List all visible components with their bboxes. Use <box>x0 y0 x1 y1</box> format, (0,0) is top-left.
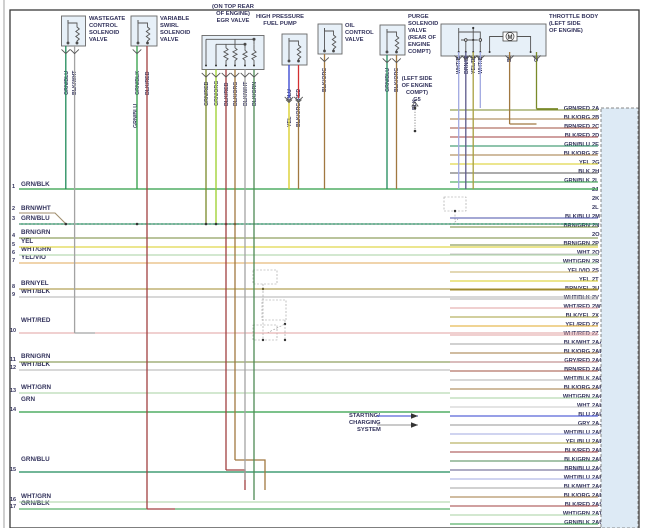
svg-text:OF ENGINE): OF ENGINE) <box>216 11 250 17</box>
svg-text:HIGH PRESSURE: HIGH PRESSURE <box>256 14 304 20</box>
svg-text:WASTEGATE: WASTEGATE <box>89 16 125 22</box>
svg-text:SOLENOID: SOLENOID <box>160 30 190 36</box>
svg-text:CONTROL: CONTROL <box>345 30 374 36</box>
svg-text:(ON TOP REAR: (ON TOP REAR <box>212 4 255 10</box>
svg-text:FUEL PUMP: FUEL PUMP <box>263 21 297 27</box>
svg-text:THROTTLE BODY: THROTTLE BODY <box>549 14 598 20</box>
svg-text:OIL: OIL <box>345 23 355 29</box>
svg-text:OF ENGINE): OF ENGINE) <box>549 28 583 34</box>
svg-text:(REAR OF: (REAR OF <box>408 35 436 41</box>
svg-text:EGR VALVE: EGR VALVE <box>217 18 250 24</box>
svg-text:VALVE: VALVE <box>89 37 108 43</box>
svg-text:SWIRL: SWIRL <box>160 23 179 29</box>
svg-text:SOLENOID: SOLENOID <box>408 21 438 27</box>
svg-text:(LEFT SIDE: (LEFT SIDE <box>549 21 581 27</box>
svg-text:PURGE: PURGE <box>408 14 429 20</box>
svg-text:SOLENOID: SOLENOID <box>89 30 119 36</box>
svg-text:VALVE: VALVE <box>408 28 427 34</box>
svg-text:M: M <box>508 35 513 41</box>
svg-text:VALVE: VALVE <box>160 37 179 43</box>
svg-text:VALVE: VALVE <box>345 37 364 43</box>
svg-text:COMPT): COMPT) <box>408 49 431 55</box>
svg-text:CONTROL: CONTROL <box>89 23 118 29</box>
svg-text:ENGINE: ENGINE <box>408 42 430 48</box>
svg-text:VARIABLE: VARIABLE <box>160 16 189 22</box>
